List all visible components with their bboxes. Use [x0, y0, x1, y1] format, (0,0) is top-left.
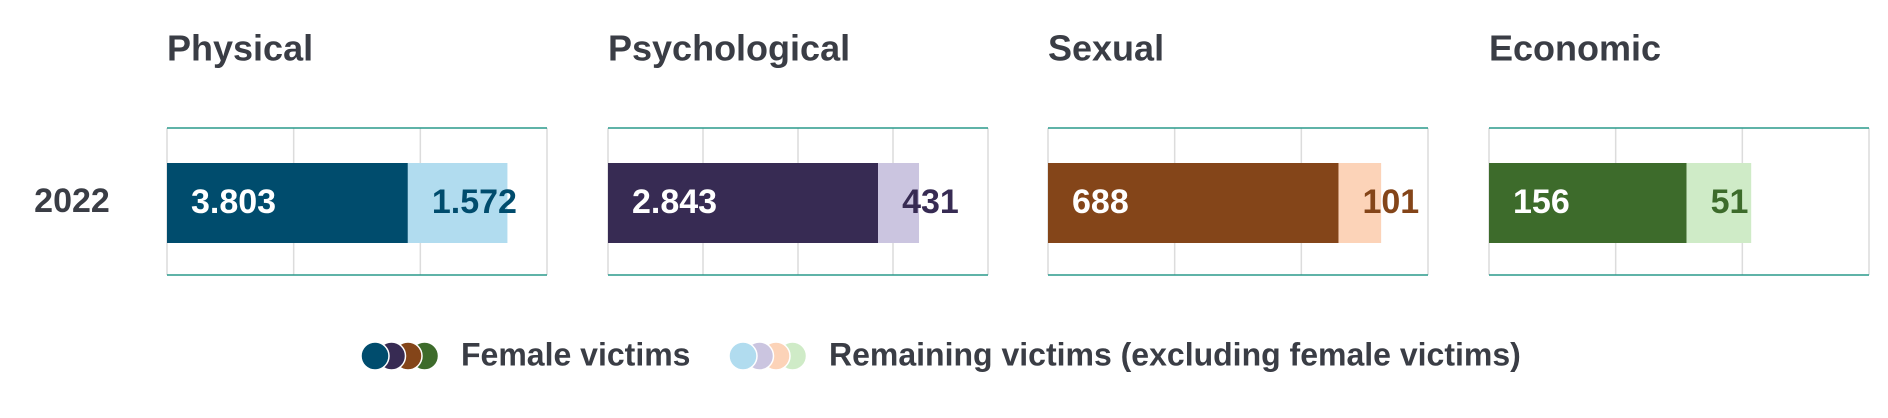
legend-label: Remaining victims (excluding female vict… — [829, 336, 1521, 372]
chart-title: Sexual — [1048, 28, 1164, 69]
category-label: 2022 — [34, 182, 110, 220]
legend-label: Female victims — [461, 336, 690, 372]
value-label: 688 — [1072, 183, 1129, 221]
value-label: 2.843 — [632, 183, 717, 221]
bar-segment — [1338, 163, 1382, 243]
legend-swatch — [728, 341, 758, 371]
value-label: 51 — [1711, 183, 1749, 221]
value-label: 3.803 — [191, 183, 276, 221]
legend-swatch — [360, 341, 390, 371]
bar-segment — [608, 163, 879, 243]
bar-segment — [1048, 163, 1339, 243]
bar-segment — [878, 163, 920, 243]
chart-title: Economic — [1489, 28, 1661, 69]
value-label: 1.572 — [432, 183, 517, 221]
bar-segment — [167, 163, 408, 243]
chart-title: Psychological — [608, 28, 850, 69]
chart-title: Physical — [167, 28, 313, 69]
value-label: 101 — [1362, 183, 1419, 221]
value-label: 156 — [1513, 183, 1570, 221]
bar-segment — [1686, 163, 1752, 243]
bar-segment — [407, 163, 508, 243]
value-label: 431 — [902, 183, 959, 221]
bar-segment — [1489, 163, 1687, 243]
